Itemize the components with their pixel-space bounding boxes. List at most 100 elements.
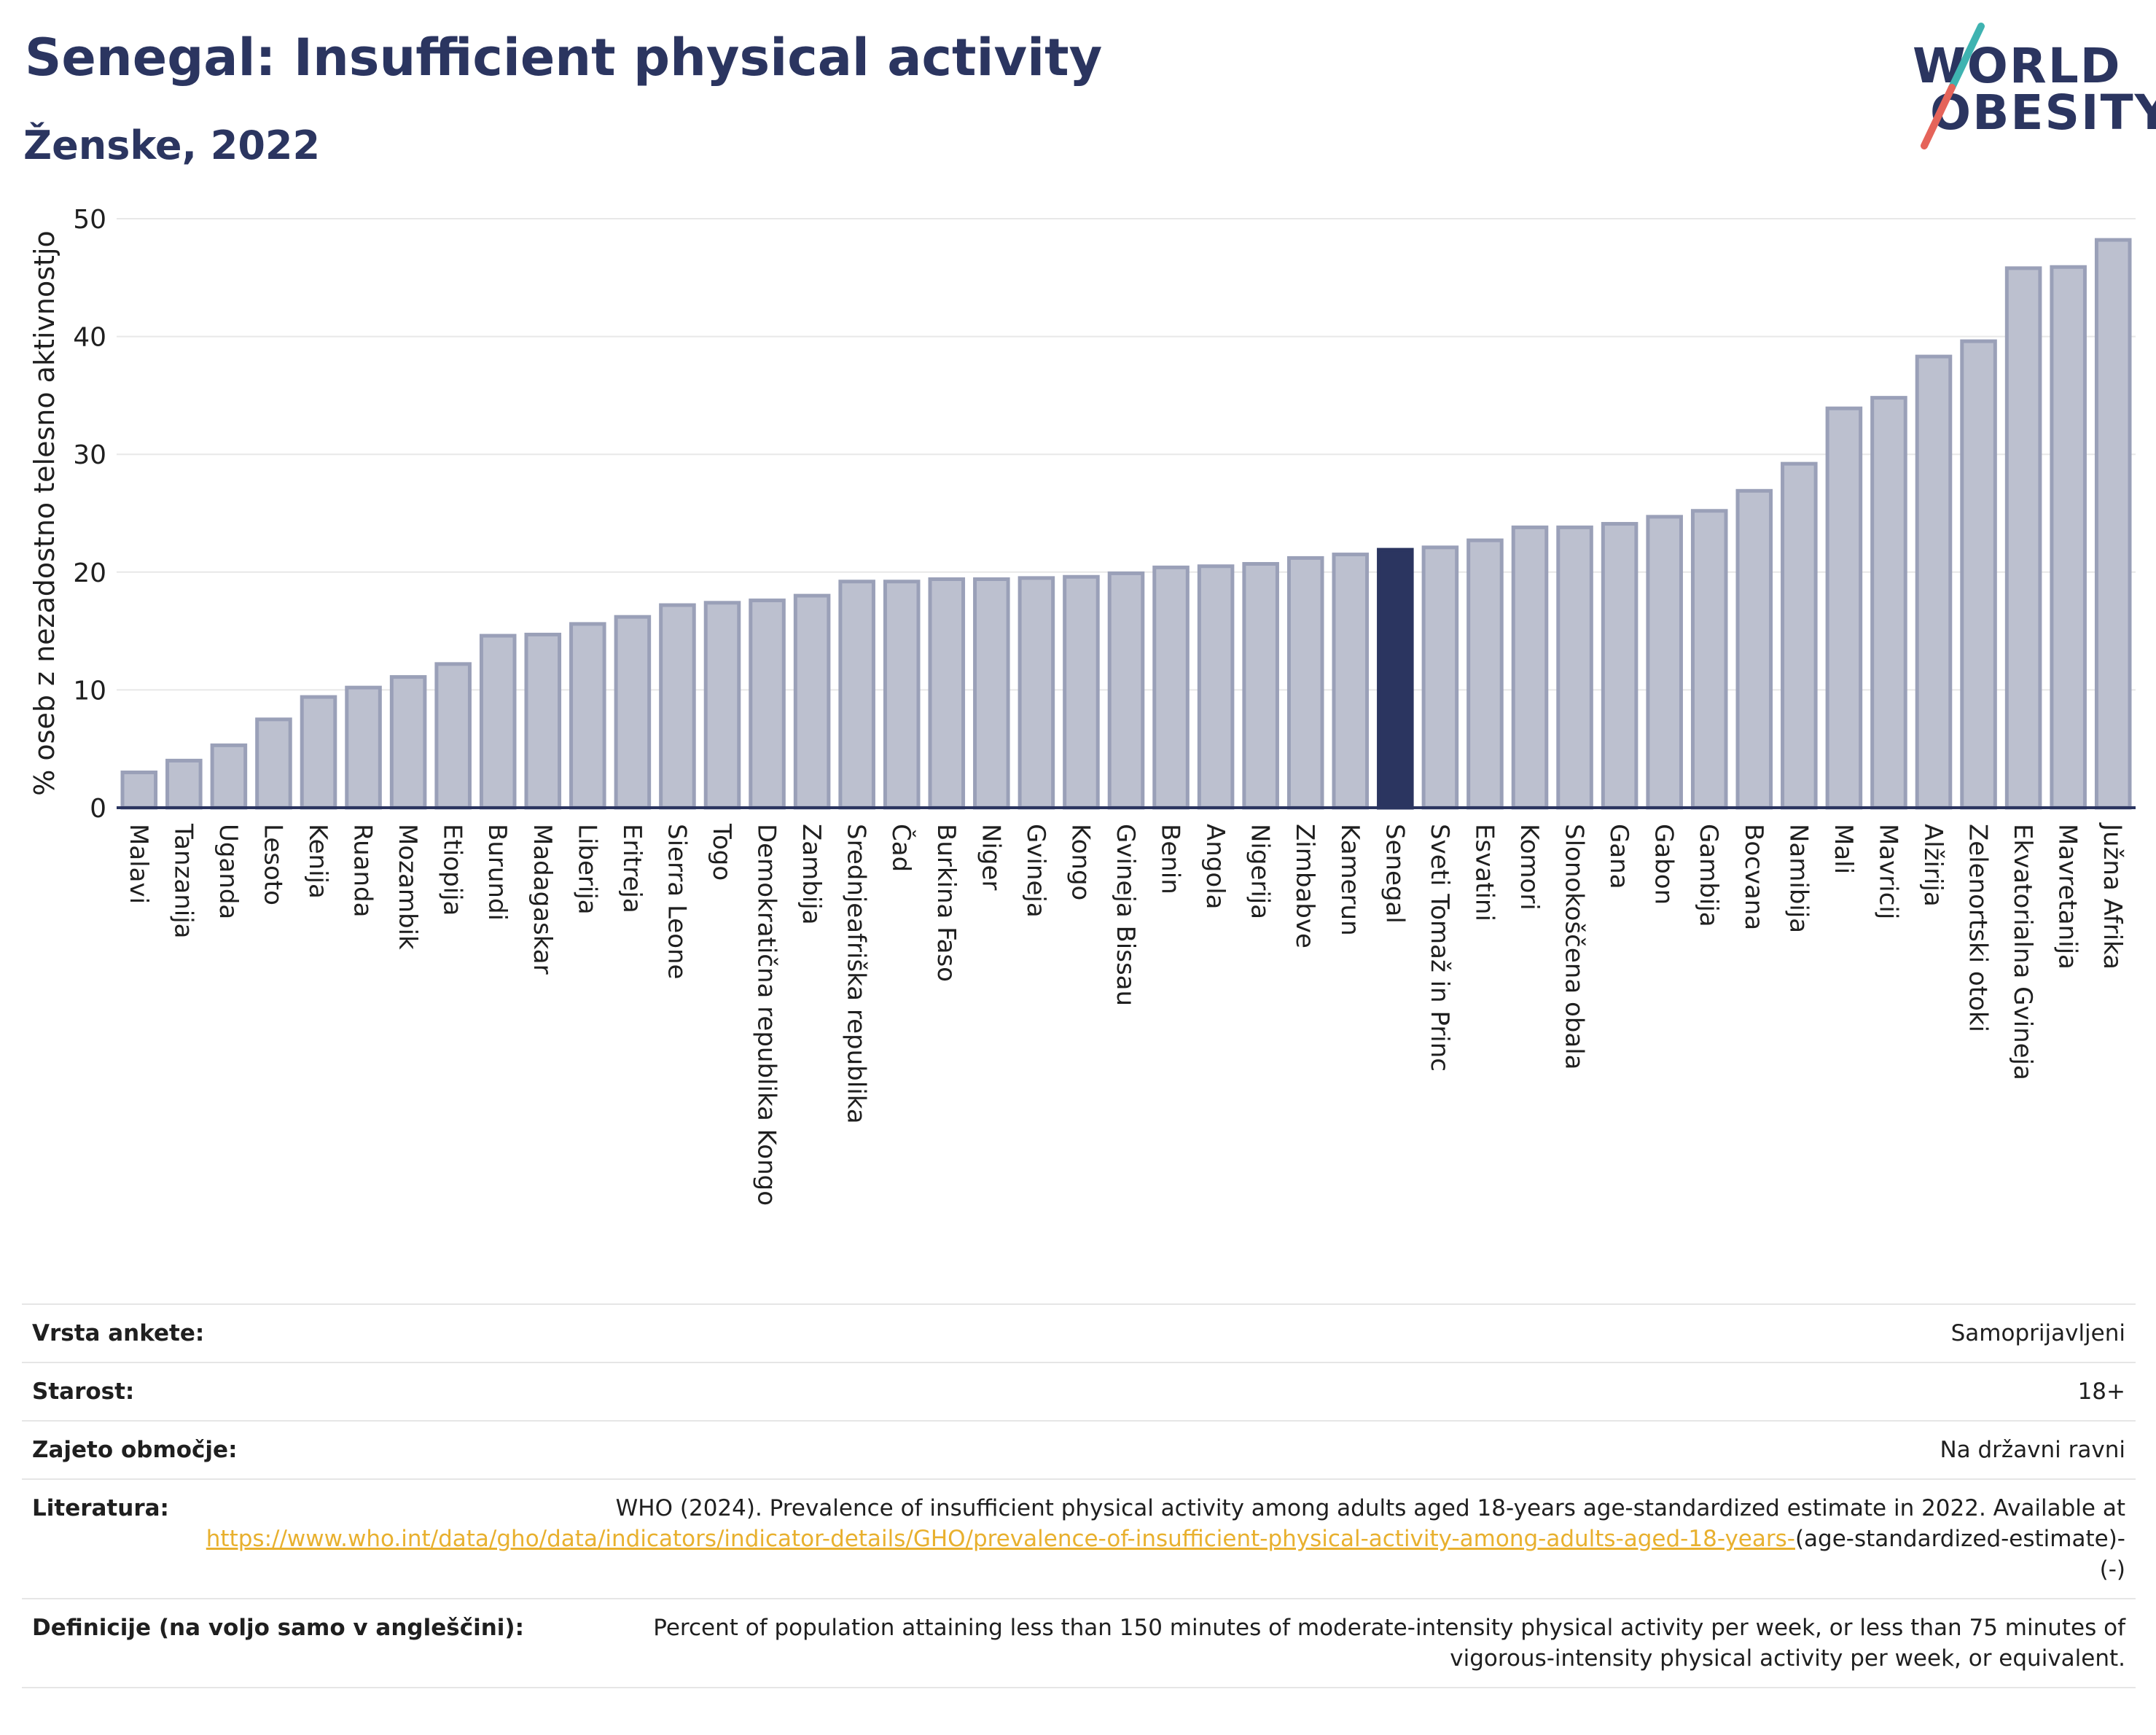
logo-text-world: WORLD	[1913, 38, 2122, 94]
meta-value: Na državni ravni	[1940, 1437, 2125, 1463]
bar-gabon	[1646, 515, 1683, 810]
x-tick-label: Esvatini	[1469, 824, 1499, 921]
x-axis-labels: Malavi Tanzanija Uganda Lesoto Kenija Ruanda M…	[124, 822, 2127, 1206]
logo-slash-icon	[1921, 23, 1985, 149]
x-tick-label: Angola	[1200, 824, 1230, 909]
x-tick-label: Gambija	[1694, 824, 1723, 927]
bar-namibija	[1781, 461, 1818, 810]
reference-text: WHO (2024). Prevalence of insufficient p…	[615, 1495, 2125, 1521]
x-tick-label: Zambija	[797, 824, 826, 925]
bar-gvineja	[1018, 576, 1055, 810]
meta-value: Percent of population attaining less tha…	[653, 1615, 2125, 1672]
x-tick-label: Niger	[976, 824, 1005, 890]
x-tick-label: Mavretanija	[2053, 824, 2082, 970]
meta-row-survey-type: Vrsta ankete: Samoprijavljeni	[22, 1303, 2136, 1362]
x-tick-label: Bocvana	[1739, 824, 1768, 930]
meta-label: Vrsta ankete:	[32, 1320, 205, 1346]
x-tick-label: Kenija	[303, 824, 332, 899]
logo-text-obesity: OBESITY	[1930, 85, 2156, 141]
x-tick-label: Madagaskar	[528, 824, 557, 975]
meta-label: Starost:	[32, 1379, 135, 1405]
bar-gana	[1601, 522, 1639, 810]
x-tick-label: Komori	[1515, 824, 1544, 911]
bar-malavi	[120, 771, 158, 810]
bar-burkina-faso	[928, 577, 966, 810]
y-tick-label: 0	[90, 794, 106, 824]
meta-value: WHO (2024). Prevalence of insufficient p…	[198, 1493, 2125, 1585]
y-tick-label: 20	[73, 558, 106, 588]
meta-row-age: Starost: 18+	[22, 1362, 2136, 1420]
reference-link[interactable]: https://www.who.int/data/gho/data/indica…	[206, 1526, 1795, 1552]
x-tick-label: Kongo	[1066, 824, 1095, 900]
x-tick-label: Sierra Leone	[662, 824, 691, 979]
bar-sierra-leone	[659, 603, 696, 810]
x-tick-label: Srednjeafriška republika	[842, 824, 871, 1124]
x-tick-label: Benin	[1156, 824, 1185, 894]
bar-uganda	[210, 743, 248, 810]
x-tick-label: Zimbabve	[1290, 824, 1319, 948]
bar-južna-afrika	[2094, 238, 2132, 810]
x-tick-label: Togo	[707, 823, 736, 881]
bar-alžirija	[1915, 354, 1953, 810]
x-tick-label: Mavricij	[1873, 824, 1902, 919]
chart-subtitle: Ženske, 2022	[23, 122, 321, 168]
x-tick-label: Zelenortski otoki	[1964, 824, 1993, 1032]
bar-gvineja-bissau	[1107, 571, 1145, 810]
world-obesity-logo: WORLD OBESITY	[1895, 22, 2156, 153]
x-tick-label: Ruanda	[348, 824, 378, 917]
bar-zelenortski-otoki	[1960, 339, 1997, 810]
bar-ekvatorialna-gvineja	[2004, 266, 2042, 810]
x-tick-label: Gvineja Bissau	[1111, 824, 1140, 1006]
y-tick-label: 40	[73, 323, 106, 353]
y-axis-ticks: 0 10 20 30 40 50	[73, 205, 106, 824]
meta-value: 18+	[2077, 1379, 2125, 1405]
x-tick-label: Nigerija	[1246, 824, 1275, 919]
bar-demokratična-republika-kongo	[749, 599, 786, 810]
x-tick-label: Namibija	[1784, 824, 1813, 933]
bar-kongo	[1063, 574, 1100, 810]
x-tick-label: Južna Afrika	[2098, 822, 2127, 970]
meta-label: Definicije (na voljo samo v angleščini):	[32, 1615, 524, 1641]
bar-zambija	[793, 593, 831, 810]
x-tick-label: Ekvatorialna Gvineja	[2008, 824, 2037, 1080]
x-tick-label: Tanzanija	[168, 823, 198, 938]
x-tick-label: Gvineja	[1021, 824, 1050, 918]
bar-nigerija	[1242, 561, 1279, 810]
bar-togo	[703, 601, 741, 810]
x-tick-label: Etiopija	[438, 824, 467, 916]
bar-esvatini	[1466, 538, 1504, 810]
bar-niger	[973, 577, 1010, 810]
meta-row-definition: Definicije (na voljo samo v angleščini):…	[22, 1598, 2136, 1688]
bar-madagaskar	[524, 632, 562, 810]
bar-mali	[1825, 406, 1863, 810]
bar-mozambik	[389, 675, 427, 810]
bar-komori	[1511, 525, 1549, 810]
x-tick-label: Demokratična republika Kongo	[752, 824, 781, 1206]
bar-slonokoščena-obala	[1556, 525, 1593, 810]
x-tick-label: Mozambik	[393, 824, 422, 950]
bar-etiopija	[434, 662, 472, 810]
x-tick-label: Uganda	[214, 824, 243, 919]
bar-čad	[883, 580, 921, 810]
x-tick-label: Čad	[886, 824, 916, 872]
x-tick-label: Liberija	[572, 824, 601, 915]
bar-tanzanija	[165, 758, 203, 810]
bar-angola	[1197, 564, 1235, 810]
x-tick-label: Senegal	[1380, 824, 1409, 924]
x-tick-label: Eritreja	[617, 824, 647, 913]
bar-chart: 0 10 20 30 40 50 Malavi Tanzanija Uganda Lesoto K…	[28, 205, 2136, 1206]
x-tick-label: Burkina Faso	[931, 824, 961, 982]
y-tick-label: 50	[73, 205, 106, 235]
x-tick-label: Burundi	[483, 824, 512, 921]
y-tick-label: 10	[73, 676, 106, 706]
bar-liberija	[569, 622, 606, 810]
bars	[120, 238, 2132, 810]
bar-burundi	[479, 633, 517, 810]
x-tick-label: Sveti Tomaž in Princ	[1425, 824, 1454, 1072]
bar-kamerun	[1332, 553, 1370, 810]
x-tick-label: Slonokoščena obala	[1560, 824, 1589, 1069]
reference-suffix: (age-standardized-estimate)-(-)	[1794, 1526, 2125, 1583]
x-tick-label: Kamerun	[1335, 824, 1364, 936]
meta-value: Samoprijavljeni	[1950, 1320, 2125, 1346]
bar-ruanda	[345, 685, 382, 810]
